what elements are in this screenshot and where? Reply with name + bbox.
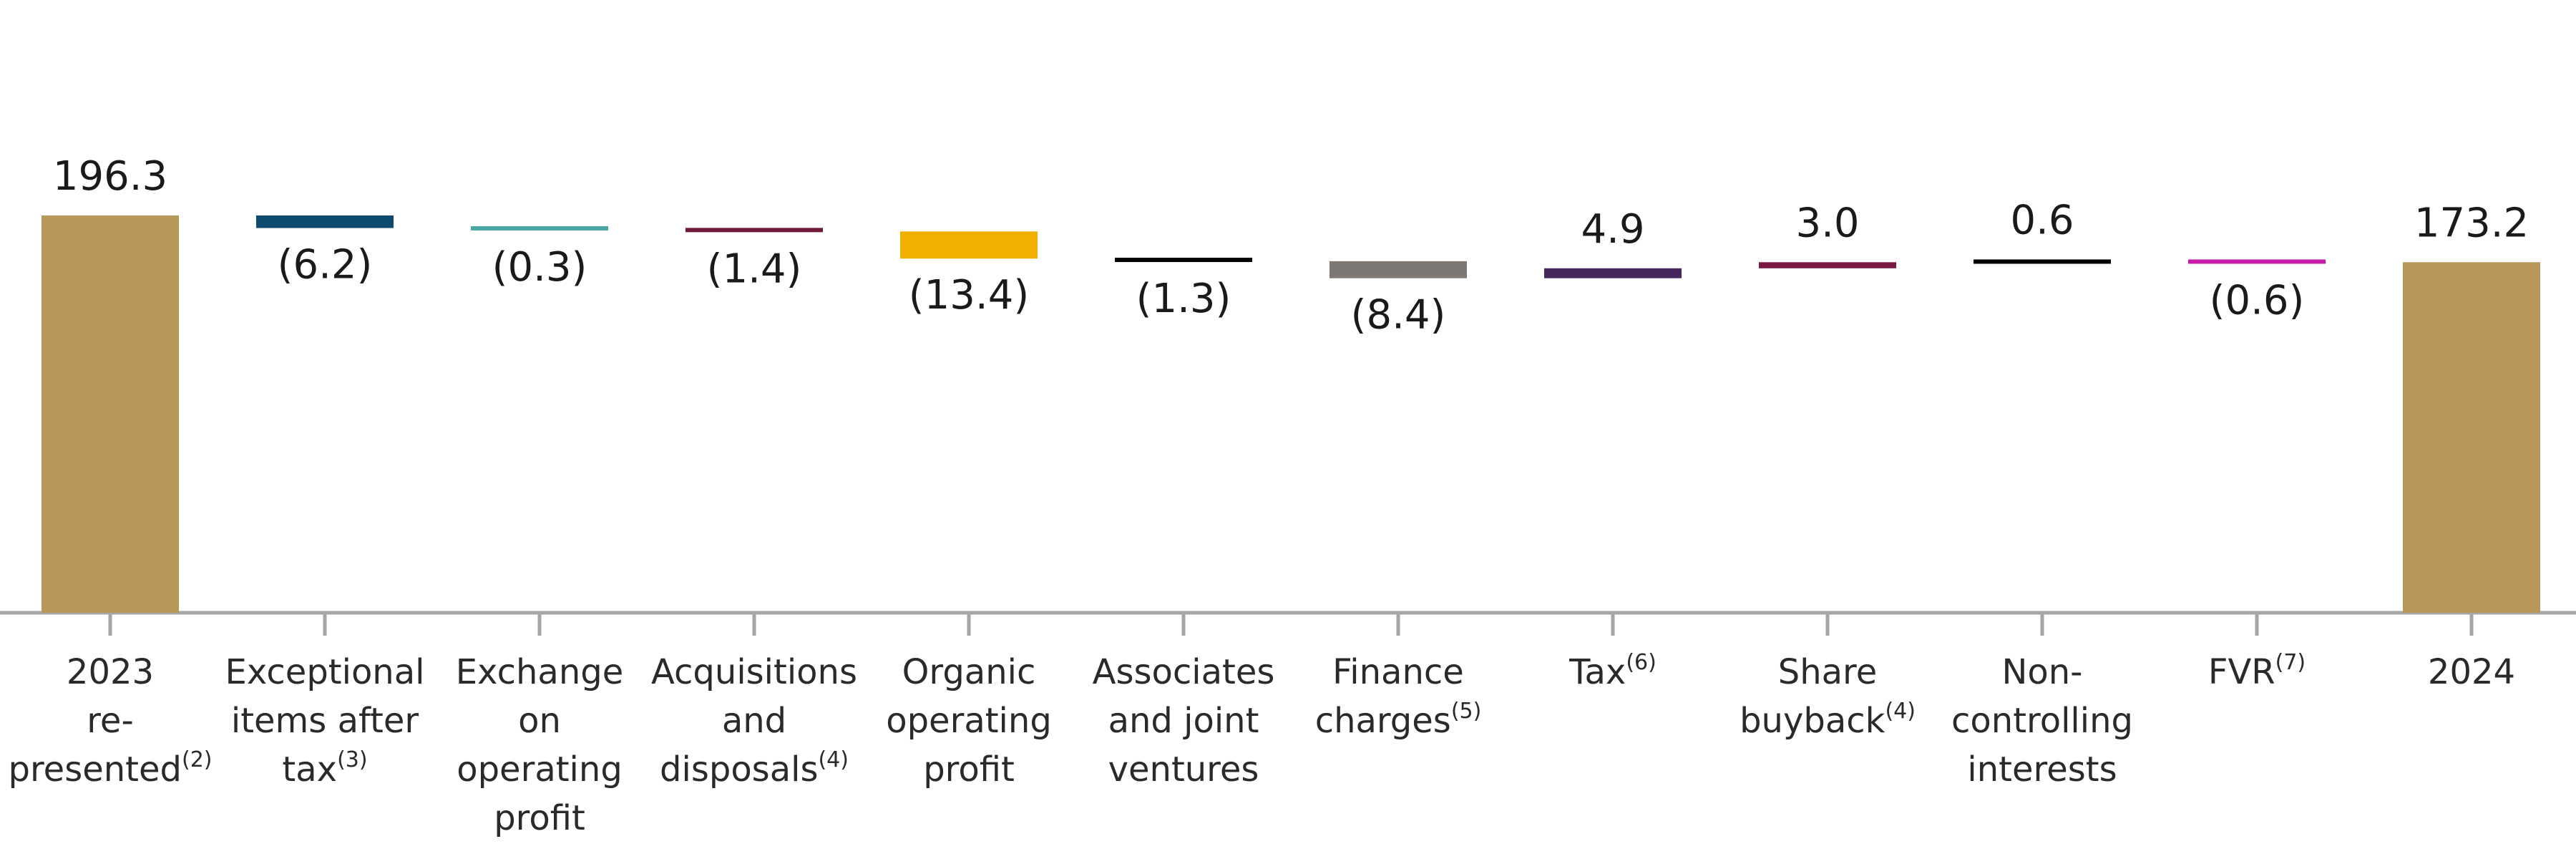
waterfall-bar-7 xyxy=(1544,268,1682,278)
value-label-0: 196.3 xyxy=(53,153,167,200)
category-label-2: Exchange on operating profit xyxy=(456,652,624,838)
waterfall-bar-3 xyxy=(686,228,823,233)
category-label-7: Tax(6) xyxy=(1568,650,1657,692)
waterfall-bar-11 xyxy=(2403,262,2540,613)
category-label-5: Associates and joint ventures xyxy=(1093,652,1275,790)
value-label-5: (1.3) xyxy=(1136,276,1231,322)
waterfall-bar-1 xyxy=(256,215,394,228)
value-label-2: (0.3) xyxy=(492,244,587,291)
waterfall-bar-6 xyxy=(1330,261,1467,278)
value-label-6: (8.4) xyxy=(1351,292,1446,339)
value-label-1: (6.2) xyxy=(278,242,373,288)
waterfall-bar-8 xyxy=(1759,262,1896,268)
value-label-11: 173.2 xyxy=(2414,200,2529,246)
value-label-7: 4.9 xyxy=(1581,206,1644,253)
value-label-4: (13.4) xyxy=(909,272,1029,319)
waterfall-bar-9 xyxy=(1974,259,2111,264)
value-label-8: 3.0 xyxy=(1795,200,1859,246)
category-label-11: 2024 xyxy=(2428,652,2515,692)
category-label-0: 2023 re-presented(2) xyxy=(9,652,213,790)
waterfall-bar-2 xyxy=(471,225,608,230)
waterfall-bar-0 xyxy=(42,215,179,613)
waterfall-bar-4 xyxy=(900,231,1038,259)
category-label-3: Acquisitions and disposals(4) xyxy=(651,652,857,790)
category-label-4: Organic operating profit xyxy=(886,652,1052,790)
value-label-10: (0.6) xyxy=(2210,277,2305,324)
value-label-9: 0.6 xyxy=(2010,197,2074,243)
category-label-10: FVR(7) xyxy=(2208,650,2306,692)
category-label-9: Non-controlling interests xyxy=(1951,652,2133,790)
category-label-1: Exceptional items after tax(3) xyxy=(225,652,425,790)
value-label-3: (1.4) xyxy=(707,246,802,292)
category-label-6: Finance charges(5) xyxy=(1315,652,1482,741)
waterfall-bar-10 xyxy=(2188,259,2326,264)
category-label-8: Share buyback(4) xyxy=(1740,652,1916,741)
waterfall-bar-5 xyxy=(1115,258,1252,263)
